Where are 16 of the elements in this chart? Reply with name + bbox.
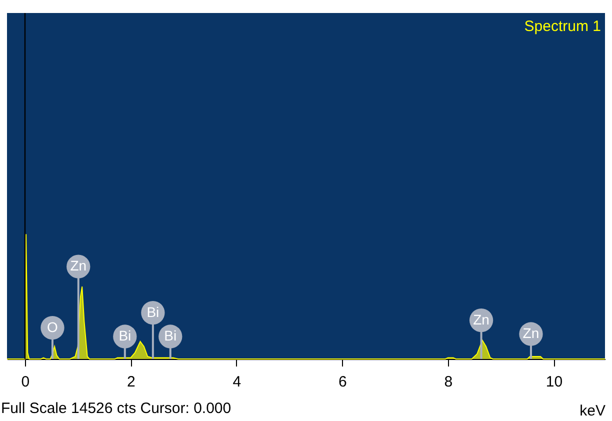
annotation: Bi bbox=[118, 328, 132, 344]
x-tick-label: 8 bbox=[444, 374, 453, 390]
annotation: Zn bbox=[522, 325, 540, 342]
x-axis-title: keV bbox=[580, 402, 606, 420]
annotation: Zn bbox=[70, 258, 87, 274]
text: Full Scale 14526 cts Cursor: 0.000 bbox=[1, 400, 232, 417]
x-tick-label: 6 bbox=[338, 374, 347, 390]
x-tick-label: 0 bbox=[21, 374, 30, 390]
x-tick-label: 10 bbox=[546, 374, 563, 390]
annotation: O bbox=[47, 318, 58, 335]
annotation: Bi bbox=[146, 304, 160, 320]
annotation: Bi bbox=[164, 328, 177, 344]
text: Spectrum 1 bbox=[524, 18, 601, 35]
annotation: Zn bbox=[473, 311, 490, 328]
x-tick-label: 2 bbox=[127, 374, 136, 390]
x-tick-label: 4 bbox=[232, 374, 242, 390]
